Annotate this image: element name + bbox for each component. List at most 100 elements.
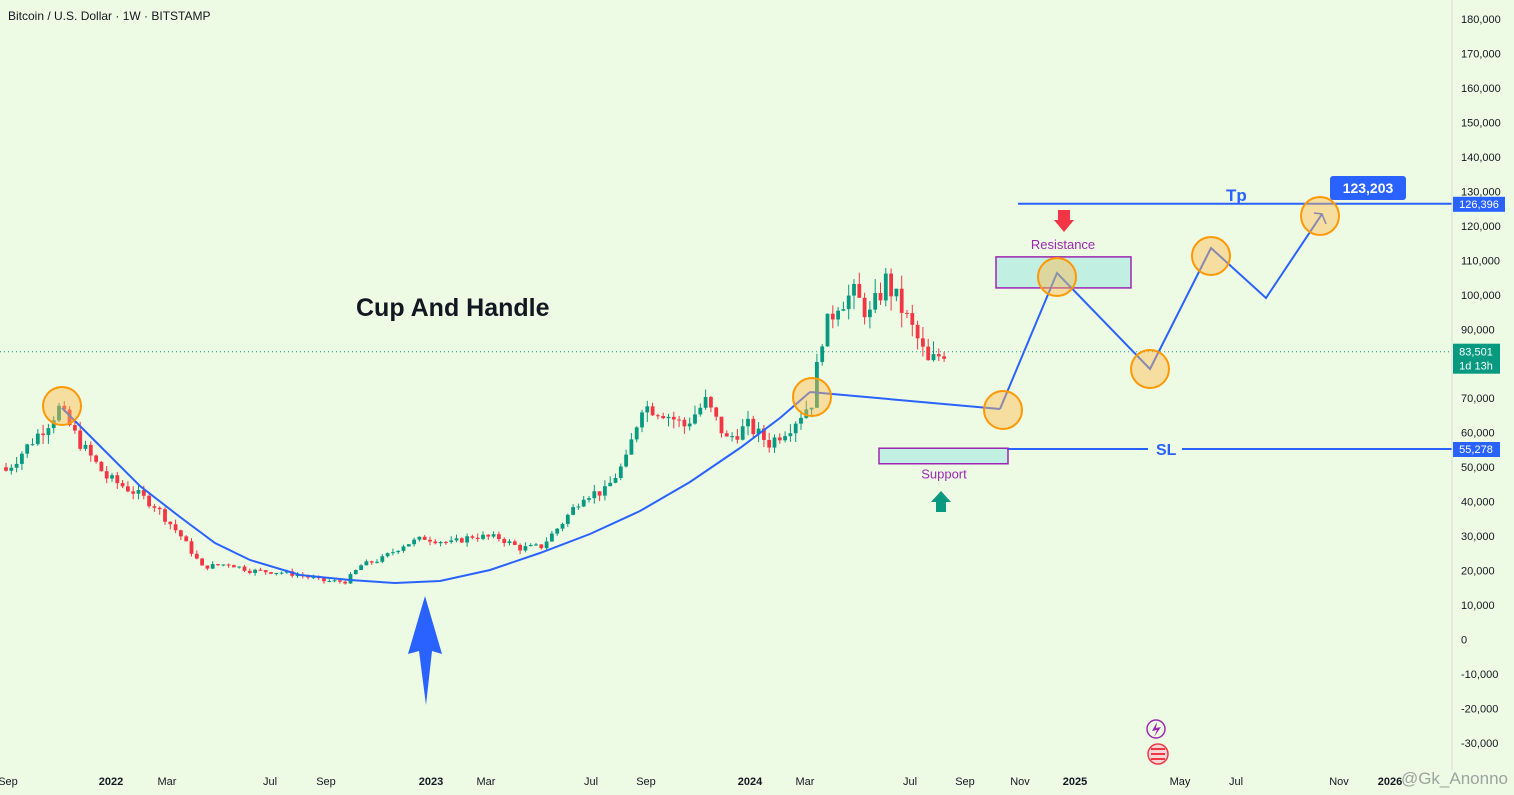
target-arrow-head: [1313, 212, 1327, 225]
candle-body: [94, 455, 98, 462]
candle-body: [221, 564, 226, 566]
time-tick-label: Mar: [158, 776, 177, 788]
candle-body: [14, 463, 19, 468]
candle-body: [682, 419, 687, 427]
price-tick-label: 40,000: [1461, 497, 1495, 509]
candle-body: [35, 433, 40, 445]
candle-body: [677, 419, 681, 421]
candle-body: [915, 324, 920, 339]
candle-body: [232, 565, 236, 568]
candle-body: [873, 293, 878, 310]
sl-price-marker-label: 55,278: [1459, 444, 1493, 456]
candle-body: [194, 553, 199, 559]
candle-body: [417, 536, 422, 540]
candle-body: [152, 506, 157, 508]
candle-body: [730, 436, 734, 438]
candle-body: [777, 437, 782, 441]
price-tick-label: 150,000: [1461, 117, 1501, 129]
candle-body: [698, 407, 703, 415]
time-tick-label: Sep: [955, 776, 975, 788]
time-tick-label: 2026: [1378, 776, 1402, 788]
time-tick-label: 2024: [738, 776, 763, 788]
time-tick-label: Sep: [0, 776, 18, 788]
candle-body: [905, 312, 909, 314]
time-tick-label: Jul: [584, 776, 598, 788]
candle-body: [200, 558, 204, 566]
candle-body: [852, 283, 856, 296]
time-tick-label: Jul: [1229, 776, 1243, 788]
candle-body: [369, 561, 374, 563]
time-tick-label: Nov: [1329, 776, 1349, 788]
candle-body: [846, 295, 851, 310]
price-tick-label: 100,000: [1461, 290, 1501, 302]
candle-body: [528, 544, 533, 547]
candle-body: [184, 536, 189, 542]
candle-body: [173, 524, 178, 531]
price-tick-label: -30,000: [1461, 738, 1498, 750]
tp-price-marker-label: 126,396: [1459, 199, 1499, 211]
price-tick-label: 180,000: [1461, 14, 1501, 26]
time-tick-label: 2025: [1063, 776, 1087, 788]
candle-body: [475, 537, 480, 539]
price-tick-label: -20,000: [1461, 704, 1498, 716]
candle-body: [592, 491, 597, 499]
handle-line: [809, 391, 1001, 410]
candle-body: [242, 566, 247, 571]
resistance-zone: [995, 256, 1132, 289]
candle-body: [332, 580, 337, 582]
candle-body: [481, 534, 485, 539]
candle-body: [385, 553, 390, 557]
candle-body: [618, 466, 623, 478]
candle-body: [4, 467, 8, 471]
candle-body: [836, 310, 840, 320]
candle-body: [603, 486, 607, 496]
candle-body: [126, 486, 130, 492]
price-tick-label: 160,000: [1461, 83, 1501, 95]
candle-body: [449, 540, 454, 543]
candle-body: [629, 439, 634, 455]
candle-body: [311, 577, 316, 579]
candle-body: [899, 288, 904, 313]
candle-body: [189, 541, 194, 554]
time-tick-label: Nov: [1010, 776, 1030, 788]
candle-body: [544, 541, 549, 549]
us-flag-stripe: [1151, 748, 1165, 750]
candle-body: [205, 565, 210, 569]
drawing-annotations: Tp SL Resistance Support Cup And Handle 123,2…: [42, 176, 1452, 765]
price-tick-label: 90,000: [1461, 324, 1495, 336]
resistance-arrow-down-icon: [1054, 210, 1074, 232]
candle-body: [921, 338, 925, 347]
candle-body: [428, 539, 432, 542]
candle-body: [459, 538, 464, 543]
candle-body: [894, 288, 899, 297]
candle-body: [671, 416, 676, 420]
candle-body: [78, 430, 83, 449]
candle-body: [661, 416, 666, 419]
price-tick-label: 140,000: [1461, 152, 1501, 164]
chart-title: Bitcoin / U.S. Dollar · 1W · BITSTAMP: [8, 9, 211, 23]
last-price-marker: [1453, 343, 1500, 374]
candle-body: [762, 428, 766, 440]
candle-body: [163, 509, 167, 522]
candle-body: [237, 566, 242, 568]
price-tick-label: 30,000: [1461, 531, 1495, 543]
candle-body: [179, 530, 183, 537]
pivot-circle: [1191, 236, 1231, 276]
candle-body: [338, 580, 342, 582]
tp-price-marker: [1453, 196, 1505, 212]
candle-body: [587, 498, 591, 500]
candle-body: [295, 574, 300, 576]
candle-body: [120, 483, 125, 487]
candle-body: [62, 405, 67, 410]
price-axis: 180,000 170,000 160,000 150,000 140,000 130,0…: [1451, 0, 1505, 770]
last-price-label: 83,501: [1459, 347, 1493, 359]
candle-body: [157, 507, 162, 510]
candle-body: [507, 541, 512, 544]
candle-body: [550, 533, 554, 542]
candle-body: [571, 507, 575, 515]
candle-body: [444, 542, 448, 544]
candle-body: [560, 523, 565, 529]
candle-body: [518, 544, 522, 551]
candle-body: [364, 561, 369, 566]
